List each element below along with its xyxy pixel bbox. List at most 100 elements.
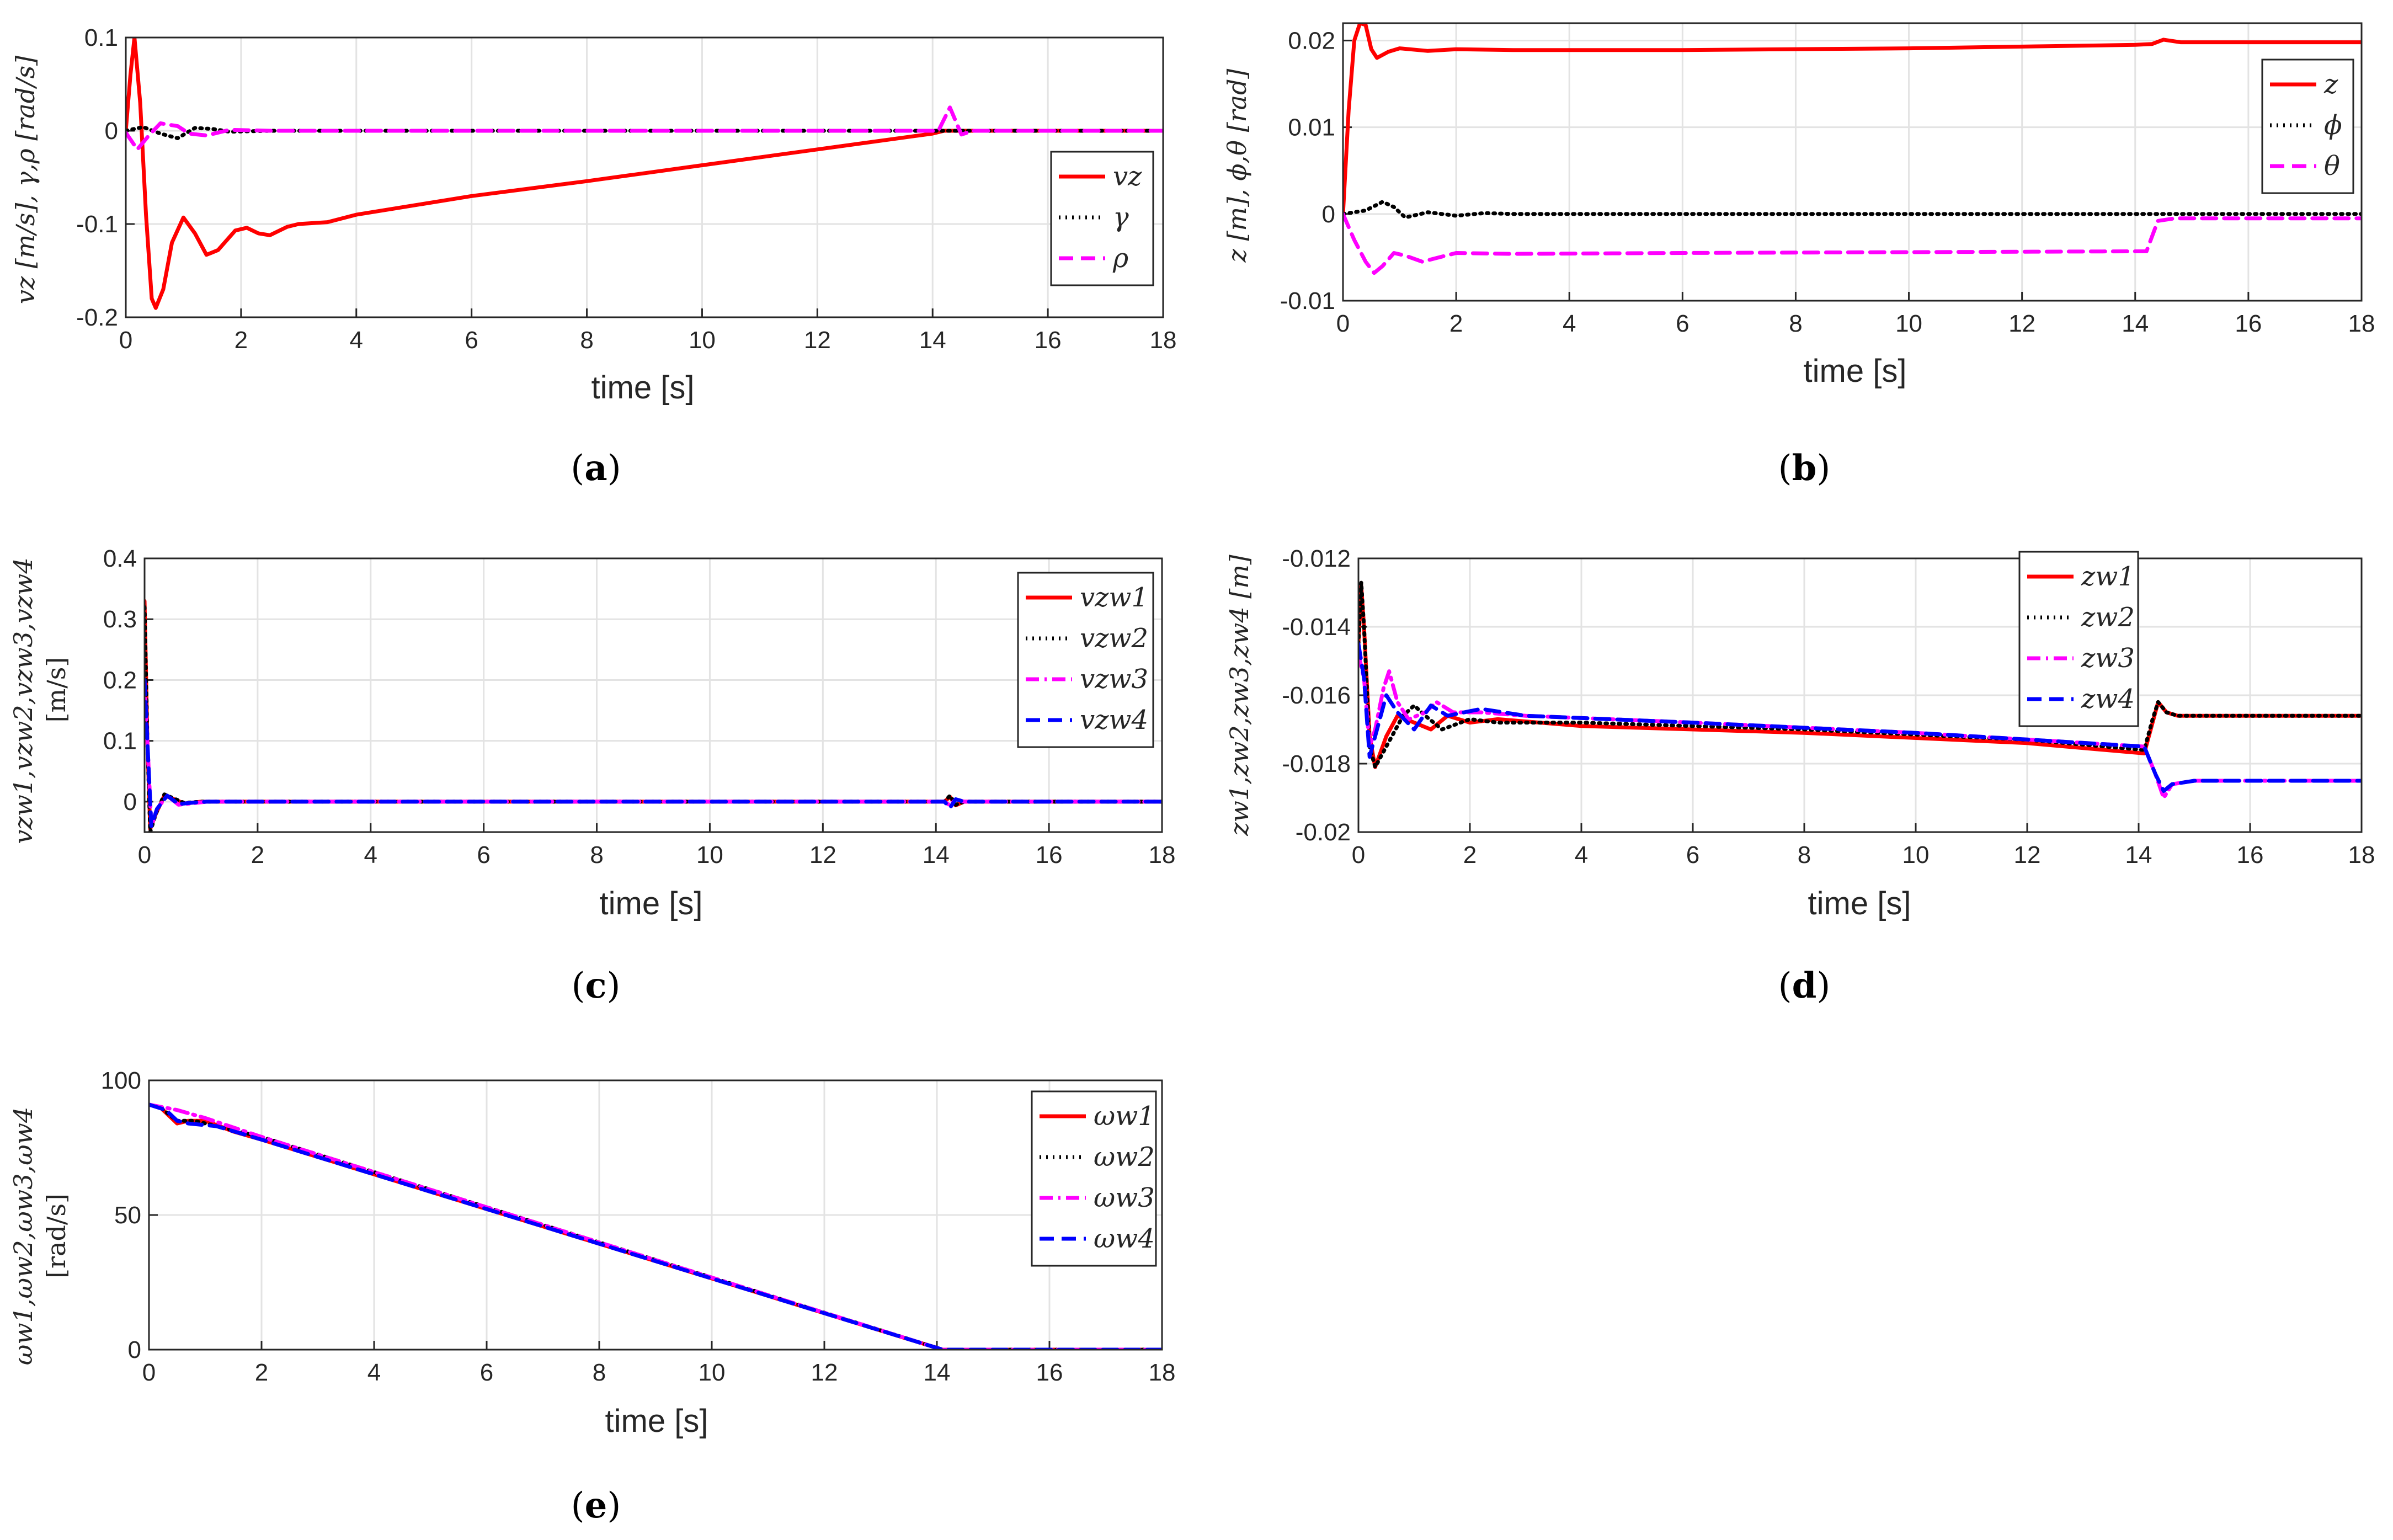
y-tick-label: -0.014 [1282,614,1351,641]
x-tick-label: 6 [1686,841,1699,868]
x-tick-label: 0 [138,841,151,868]
axes-box [143,557,1163,833]
x-tick-label: 8 [1789,310,1802,337]
series-line-vz [126,38,1163,310]
legend-label-z: z [2323,69,2338,100]
legend-box [1031,1090,1157,1267]
series-line-ϕ [1343,200,2362,220]
panel-c: 0 2 4 6 8 10 12 14 16 18 0 0.1 0.2 0.3 0.4 vzw1 vzw2 vzw3… [8,545,1175,1006]
legend: ωw1 ωw2 ωw3 ωw4 [1031,1090,1157,1267]
y-tick-label: -0.01 [1280,287,1335,315]
y-tick-label: 0.3 [103,606,137,633]
legend-label-vz: vz [1113,161,1142,192]
x-tick-label: 12 [809,841,836,868]
plot-area [126,38,1163,317]
x-tick-label: 4 [350,327,363,354]
x-tick-label: 6 [480,1359,493,1386]
plot-e: 0 2 4 6 8 10 12 14 16 18 0 50 100 ωw1 ωw2 ωw3 ωw4 [101,1067,1176,1386]
panel-c-caption: (c) [572,965,621,1006]
legend: vzw1 vzw2 vzw3 vzw4 [1017,572,1154,748]
x-tick-label: 10 [1895,310,1922,337]
x-tick-label: 0 [119,327,132,354]
x-tick-label: 2 [1463,841,1477,868]
x-tick-label: 4 [1575,841,1588,868]
y-tick-label: 0 [128,1336,141,1363]
x-tick-label: 12 [2014,841,2041,868]
series-line-θ [1343,212,2362,275]
x-tick-label: 10 [689,327,716,354]
x-tick-label: 14 [2125,841,2152,868]
x-tick-label: 16 [2235,310,2262,337]
x-tick-label: 10 [696,841,723,868]
x-tick-label: 8 [1798,841,1811,868]
x-tick-label: 16 [1036,1359,1063,1386]
panel-b-caption: (b) [1778,447,1831,489]
x-tick-label: 4 [1563,310,1576,337]
panel-e-xlabel: time [s] [605,1403,708,1439]
plot-a: 0 2 4 6 8 10 12 14 16 18 -0.2 -0.1 0 0.1 vz γρ [76,24,1176,354]
x-tick-label: 0 [142,1359,156,1386]
axes-box [125,36,1164,318]
legend-label-ωw2: ωw2 [1094,1142,1155,1173]
y-tick-label: -0.018 [1282,750,1351,777]
x-tick-label: 2 [1449,310,1463,337]
series-line-ωw3 [149,1102,1162,1350]
x-tick-label: 2 [255,1359,268,1386]
legend-label-vzw2: vzw2 [1080,623,1148,654]
x-tick-label: 6 [1676,310,1689,337]
x-tick-label: 6 [465,327,478,354]
x-tick-label: 10 [699,1359,726,1386]
y-tick-label: -0.02 [1296,819,1351,846]
panel-b-ylabel: z [m], ϕ,θ [rad] [1222,69,1252,263]
panel-d-xlabel: time [s] [1808,886,1911,921]
x-tick-label: 14 [923,841,950,868]
y-tick-label: 0 [105,118,118,145]
legend-label-ρ: ρ [1112,243,1128,274]
legend: zϕθ [2261,58,2354,194]
x-tick-label: 18 [1149,1359,1176,1386]
panel-d: 0 2 4 6 8 10 12 14 16 18 -0.02 -0.018 -0.016 -0.014 -0… [1224,545,2375,1006]
y-tick-label: 50 [114,1202,141,1229]
series-line-z [1343,23,2362,216]
y-tick-label: 0 [124,788,137,816]
legend-label-zw4: zw4 [2081,684,2135,715]
x-tick-label: 18 [1150,327,1177,354]
x-tick-label: 2 [251,841,264,868]
panel-c-xlabel: time [s] [600,886,703,921]
legend: zw1 zw2 zw3 zw4 [2018,551,2139,727]
panel-e-ylabel-unit: [rad/s] [41,1193,71,1278]
panel-d-caption: (d) [1778,965,1831,1006]
axes-box [1357,557,2363,833]
plot-d: 0 2 4 6 8 10 12 14 16 18 -0.02 -0.018 -0.016 -0.014 -0… [1282,545,2375,868]
y-tick-label: 0.01 [1288,114,1335,141]
panel-a-caption: (a) [571,447,621,489]
panel-e-ylabel: ωw1,ωw2,ωw3,ωw4 [8,1107,38,1365]
legend-box [1017,572,1154,748]
panel-e-caption: (e) [571,1485,621,1526]
panel-b-xlabel: time [s] [1804,353,1907,389]
legend-label-vzw4: vzw4 [1080,705,1148,736]
x-tick-label: 18 [2348,841,2375,868]
x-tick-label: 0 [1336,310,1350,337]
legend-label-zw3: zw3 [2081,643,2135,674]
y-tick-label: 0.1 [84,24,118,51]
legend-label-zw1: zw1 [2081,561,2135,592]
x-tick-label: 16 [1035,327,1062,354]
series-line-ωw4 [149,1102,1162,1350]
plot-area [1343,23,2362,301]
legend-label-ωw1: ωw1 [1094,1101,1155,1132]
y-tick-label: -0.1 [76,211,118,238]
legend-box [1050,151,1154,286]
panel-a-ylabel: vz [m/s], γ,ρ [rad/s] [10,56,40,304]
panel-d-ylabel: zw1,zw2,zw3,zw4 [m] [1224,555,1254,836]
x-tick-label: 14 [924,1359,951,1386]
x-tick-label: 4 [367,1359,381,1386]
axes-box [148,1079,1163,1351]
legend-label-ωw4: ωw4 [1094,1223,1155,1254]
x-tick-label: 8 [580,327,593,354]
legend-label-ωw3: ωw3 [1094,1182,1155,1213]
x-tick-label: 2 [234,327,248,354]
x-tick-label: 12 [804,327,831,354]
legend-label-ϕ: ϕ [2324,110,2342,141]
